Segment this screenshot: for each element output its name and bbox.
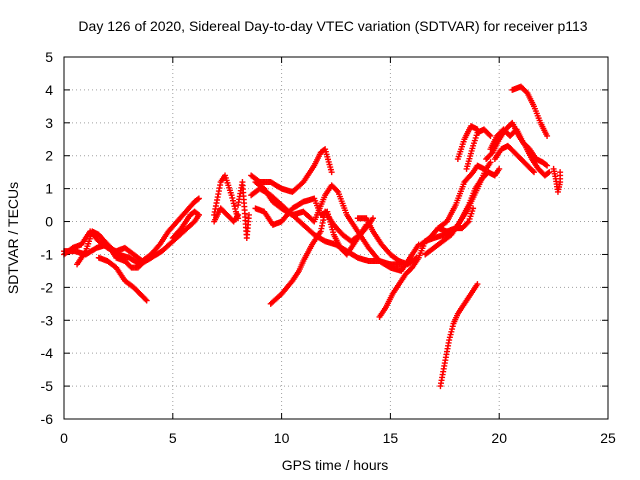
data-point-marker bbox=[480, 165, 487, 172]
series-track-14 bbox=[354, 215, 420, 268]
series-track-23 bbox=[487, 126, 551, 169]
y-tick-label: 3 bbox=[45, 115, 53, 131]
data-point-marker bbox=[446, 334, 453, 341]
series-track-07 bbox=[211, 205, 242, 225]
series-track-11 bbox=[252, 179, 422, 274]
x-tick-label: 10 bbox=[274, 430, 290, 446]
data-point-marker bbox=[194, 211, 201, 218]
data-point-marker bbox=[449, 326, 456, 333]
data-point-marker bbox=[496, 165, 503, 172]
x-tick-label: 25 bbox=[600, 430, 616, 446]
data-point-marker bbox=[449, 323, 456, 330]
y-tick-label: 4 bbox=[45, 82, 53, 98]
data-point-marker bbox=[369, 215, 376, 222]
data-point-marker bbox=[195, 211, 202, 218]
y-tick-label: 0 bbox=[45, 214, 53, 230]
series-track-17 bbox=[422, 165, 503, 258]
data-point-marker bbox=[229, 194, 236, 201]
y-tick-labels: -6 -5 -4 -3 -2 -1 0 1 2 3 4 5 bbox=[41, 49, 54, 427]
data-point-marker bbox=[143, 297, 150, 304]
x-tick-label: 5 bbox=[169, 430, 177, 446]
series-track-06 bbox=[211, 172, 242, 222]
series-track-26 bbox=[550, 165, 564, 195]
data-point-marker bbox=[464, 219, 471, 226]
y-axis-label: SDTVAR / TECUs bbox=[5, 182, 21, 294]
y-tick-label: -1 bbox=[41, 246, 54, 262]
data-point-marker bbox=[230, 197, 237, 204]
data-point-marker bbox=[529, 168, 536, 175]
y-tick-label: -3 bbox=[41, 312, 54, 328]
y-tick-label: 2 bbox=[45, 148, 53, 164]
data-point-marker bbox=[487, 132, 494, 139]
data-point-marker bbox=[474, 281, 481, 288]
series-track-05 bbox=[169, 208, 202, 241]
series-track-21 bbox=[454, 123, 481, 163]
y-tick-label: -2 bbox=[41, 279, 54, 295]
data-point-marker bbox=[228, 192, 235, 199]
data-point-marker bbox=[544, 132, 551, 139]
data-point-marker bbox=[470, 205, 477, 212]
series-track-25 bbox=[509, 83, 551, 139]
x-tick-labels: 0 5 10 15 20 25 bbox=[60, 430, 616, 446]
data-point-marker bbox=[334, 187, 341, 194]
y-tick-label: 1 bbox=[45, 181, 53, 197]
chart-title: Day 126 of 2020, Sidereal Day-to-day VTE… bbox=[78, 18, 587, 34]
data-point-marker bbox=[546, 169, 553, 176]
data-point-marker bbox=[474, 126, 481, 133]
data-point-marker bbox=[148, 254, 155, 261]
data-point-marker bbox=[328, 169, 335, 176]
data-point-marker bbox=[542, 161, 549, 168]
data-marks bbox=[61, 83, 564, 390]
data-point-marker bbox=[447, 331, 454, 338]
data-point-marker bbox=[486, 131, 493, 138]
series-track-13 bbox=[267, 208, 370, 307]
data-point-marker bbox=[230, 200, 237, 207]
y-tick-label: -5 bbox=[41, 378, 54, 394]
data-point-marker bbox=[231, 203, 238, 210]
series-track-24 bbox=[491, 142, 538, 176]
series-track-04 bbox=[95, 254, 150, 304]
y-tick-label: -6 bbox=[41, 411, 54, 427]
data-point-marker bbox=[195, 195, 202, 202]
plot-frame bbox=[63, 56, 609, 420]
y-tick-label: 5 bbox=[45, 49, 53, 65]
data-point-marker bbox=[446, 337, 453, 344]
grid-lines bbox=[64, 57, 608, 419]
series-track-20 bbox=[463, 126, 494, 172]
data-point-marker bbox=[448, 328, 455, 335]
series-track-08 bbox=[235, 179, 252, 241]
series-track-03 bbox=[74, 228, 155, 271]
series-track-19 bbox=[437, 281, 481, 390]
data-point-marker bbox=[194, 196, 201, 203]
y-tick-label: -4 bbox=[41, 345, 54, 361]
data-point-marker bbox=[245, 211, 252, 218]
data-point-marker bbox=[531, 169, 538, 176]
x-tick-label: 15 bbox=[383, 430, 399, 446]
data-point-marker bbox=[557, 169, 564, 176]
data-point-marker bbox=[235, 211, 242, 218]
x-axis-label: GPS time / hours bbox=[282, 457, 389, 473]
data-point-marker bbox=[142, 296, 149, 303]
data-point-marker bbox=[487, 159, 494, 166]
data-point-marker bbox=[545, 170, 552, 177]
x-tick-label: 20 bbox=[491, 430, 507, 446]
data-point-marker bbox=[232, 205, 239, 212]
data-point-marker bbox=[544, 162, 551, 169]
series-track-18 bbox=[435, 162, 487, 232]
x-tick-label: 0 bbox=[60, 430, 68, 446]
